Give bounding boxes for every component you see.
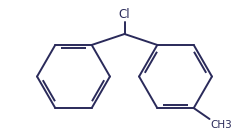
Text: Cl: Cl [119, 8, 130, 21]
Text: CH3: CH3 [210, 120, 232, 130]
